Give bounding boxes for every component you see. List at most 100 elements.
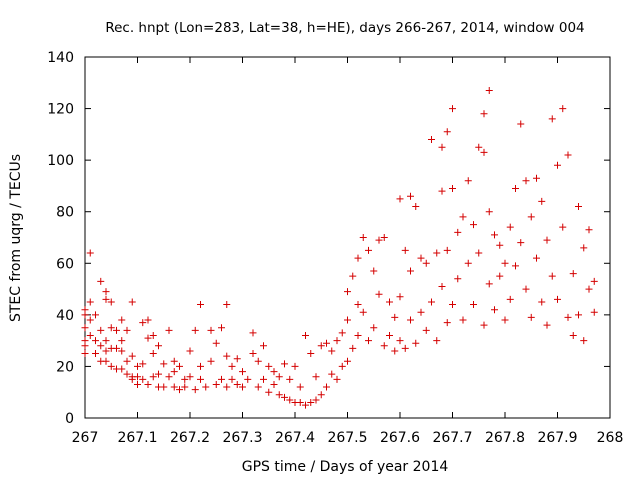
data-point: [81, 324, 89, 332]
data-point: [564, 313, 572, 321]
data-point: [412, 203, 420, 211]
x-tick-label: 267.1: [117, 430, 157, 446]
data-point: [323, 339, 330, 347]
data-point: [102, 347, 110, 355]
data-point: [207, 326, 215, 334]
x-tick-label: 267.4: [275, 430, 315, 446]
x-tick-label: 267.9: [537, 430, 577, 446]
data-point: [485, 208, 493, 216]
y-tick-label: 60: [56, 256, 74, 272]
data-point: [359, 308, 367, 316]
data-point: [548, 115, 556, 123]
data-point: [575, 203, 582, 211]
data-point: [470, 301, 477, 309]
data-point: [438, 143, 446, 151]
data-point: [354, 254, 362, 262]
data-point: [81, 342, 89, 350]
data-point: [517, 120, 525, 128]
data-point: [270, 368, 278, 376]
data-point: [181, 383, 189, 391]
data-point: [107, 324, 115, 332]
data-point: [86, 298, 94, 306]
data-point: [291, 362, 299, 370]
data-point: [239, 383, 246, 391]
data-point: [396, 293, 404, 301]
data-point: [370, 324, 378, 332]
data-point: [365, 246, 372, 254]
data-point: [386, 331, 393, 339]
data-point: [128, 375, 136, 383]
data-point: [496, 241, 504, 249]
data-point: [223, 301, 231, 309]
data-point: [254, 383, 262, 391]
data-point: [254, 357, 262, 365]
data-point: [134, 380, 141, 388]
data-point: [107, 362, 115, 370]
data-point: [228, 362, 236, 370]
data-point: [134, 373, 141, 381]
data-point: [580, 244, 588, 252]
data-point: [233, 380, 241, 388]
data-point: [123, 370, 131, 378]
data-point: [239, 368, 246, 376]
data-point: [449, 185, 456, 193]
data-point: [186, 347, 194, 355]
data-point: [281, 360, 288, 368]
data-point: [118, 337, 126, 345]
data-point: [317, 391, 325, 399]
data-point: [443, 319, 451, 327]
data-point: [344, 288, 351, 296]
data-point: [155, 342, 162, 350]
data-point: [286, 396, 294, 404]
data-point: [144, 334, 152, 342]
data-point: [202, 383, 210, 391]
data-point: [149, 350, 157, 358]
data-point: [176, 362, 183, 370]
data-point: [396, 337, 404, 345]
chart-title: Rec. hnpt (Lon=283, Lat=38, h=HE), days …: [105, 20, 584, 36]
data-point: [265, 388, 273, 396]
data-point: [349, 272, 357, 280]
data-point: [564, 151, 572, 159]
x-tick-label: 267: [72, 430, 99, 446]
data-point: [328, 347, 336, 355]
data-point: [428, 136, 435, 144]
data-point: [328, 370, 336, 378]
data-point: [260, 342, 267, 350]
data-point: [333, 337, 341, 345]
data-point: [207, 357, 215, 365]
x-tick-label: 267.7: [432, 430, 472, 446]
data-point: [354, 331, 362, 339]
data-point: [449, 105, 456, 113]
data-point: [275, 391, 283, 399]
data-point: [102, 295, 110, 303]
data-point: [118, 347, 126, 355]
data-point: [118, 365, 126, 373]
data-point: [480, 110, 488, 118]
data-point: [281, 393, 288, 401]
data-point: [391, 313, 399, 321]
data-point: [370, 267, 378, 275]
data-point: [155, 370, 162, 378]
data-point: [533, 174, 540, 182]
data-point: [312, 396, 320, 404]
data-point: [338, 362, 346, 370]
x-tick-label: 267.5: [327, 430, 367, 446]
data-point: [296, 399, 304, 407]
data-point: [165, 373, 173, 381]
data-point: [186, 373, 194, 381]
y-tick-label: 0: [65, 411, 74, 427]
data-point: [218, 375, 225, 383]
data-point: [197, 375, 204, 383]
data-point: [197, 301, 204, 309]
data-point: [128, 352, 136, 360]
data-point: [102, 337, 110, 345]
data-point: [307, 350, 315, 358]
data-point: [113, 326, 120, 334]
data-point: [102, 288, 110, 296]
data-point: [260, 375, 267, 383]
data-point: [160, 383, 168, 391]
data-point: [170, 383, 178, 391]
data-point: [81, 306, 89, 314]
data-point: [438, 282, 446, 290]
